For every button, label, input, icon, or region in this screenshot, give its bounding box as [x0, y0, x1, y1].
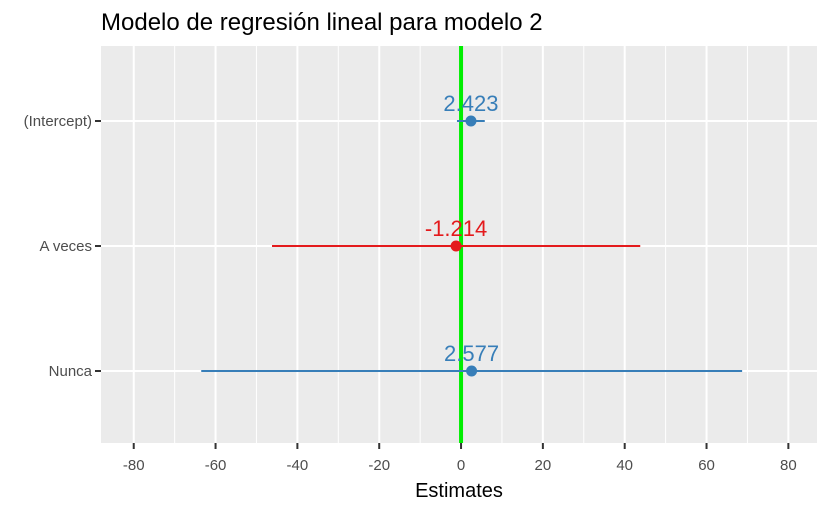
x-tick-label-1: -60	[205, 457, 227, 474]
x-tick-label-7: 60	[698, 457, 715, 474]
y-tick-label-0: (Intercept)	[24, 113, 92, 130]
estimate-label-0: 2.423	[443, 91, 498, 116]
x-tick-label-8: 80	[780, 457, 797, 474]
x-axis: -80 -60 -40 -20 0 20 40 60 80	[123, 443, 797, 474]
estimate-label-1: -1.214	[425, 216, 487, 241]
estimate-point-1	[450, 240, 462, 252]
grid-minor	[174, 46, 748, 443]
chart-title: Modelo de regresión lineal para modelo 2	[101, 9, 543, 36]
y-tick-label-2: Nunca	[49, 363, 93, 380]
x-tick-label-2: -40	[287, 457, 309, 474]
y-axis: (Intercept) A veces Nunca	[24, 113, 101, 380]
x-axis-label: Estimates	[415, 480, 503, 502]
x-tick-label-6: 40	[616, 457, 633, 474]
data-marks: 2.423 -1.214 2.577	[201, 91, 743, 377]
estimate-point-0	[465, 115, 477, 127]
estimate-label-2: 2.577	[444, 341, 499, 366]
y-tick-label-1: A veces	[39, 238, 92, 255]
x-tick-label-4: 0	[457, 457, 465, 474]
x-tick-label-0: -80	[123, 457, 145, 474]
x-tick-label-3: -20	[368, 457, 390, 474]
estimate-point-2	[466, 365, 478, 377]
x-tick-label-5: 20	[535, 457, 552, 474]
